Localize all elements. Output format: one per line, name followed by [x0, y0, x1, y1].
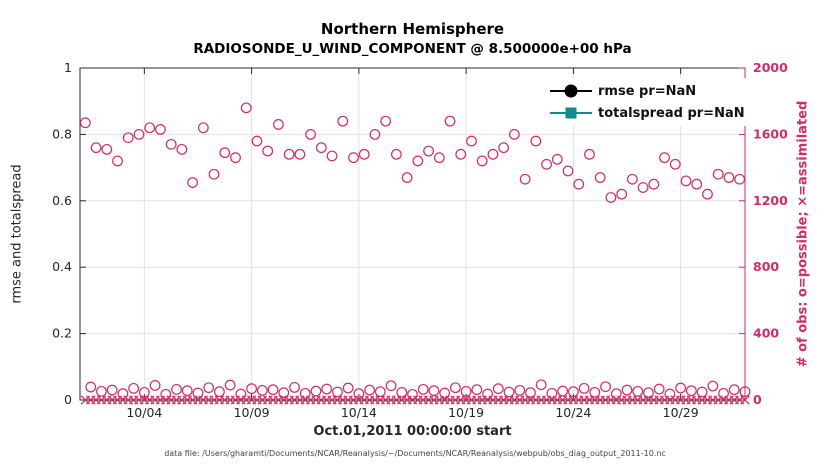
svg-text:0.8: 0.8 — [52, 126, 72, 141]
svg-text:10/19: 10/19 — [448, 405, 484, 420]
data-file-path: data file: /Users/gharamti/Documents/NCA… — [164, 449, 666, 458]
chart-subtitle: RADIOSONDE_U_WIND_COMPONENT @ 8.500000e+… — [193, 41, 632, 57]
legend-label-rmse: rmse pr=NaN — [598, 83, 697, 99]
tick-marks — [80, 67, 745, 401]
svg-text:400: 400 — [753, 326, 779, 341]
left-axis-label: rmse and totalspread — [9, 164, 25, 304]
svg-text:1600: 1600 — [753, 126, 788, 141]
possible-series — [79, 102, 751, 400]
x-axis-label: Oct.01,2011 00:00:00 start — [313, 424, 512, 439]
svg-text:1: 1 — [64, 60, 72, 75]
svg-text:10/29: 10/29 — [663, 405, 699, 420]
svg-text:0.6: 0.6 — [52, 193, 72, 208]
svg-text:10/09: 10/09 — [234, 405, 270, 420]
chart-title: Northern Hemisphere — [320, 20, 505, 38]
svg-text:0.2: 0.2 — [52, 326, 72, 341]
svg-text:2000: 2000 — [753, 60, 788, 75]
svg-text:1200: 1200 — [753, 193, 788, 208]
svg-text:10/14: 10/14 — [341, 405, 377, 420]
totalspread-marker-icon — [550, 107, 592, 119]
tick-labels: 10/04 10/09 10/14 10/19 10/24 10/29 0 0.2 0.4 0.6… — [52, 60, 788, 420]
legend: rmse pr=NaN totalspread pr=NaN — [546, 78, 751, 126]
svg-text:0: 0 — [64, 392, 72, 407]
svg-text:10/24: 10/24 — [555, 405, 591, 420]
legend-item-rmse: rmse pr=NaN — [548, 80, 745, 102]
svg-text:10/04: 10/04 — [126, 405, 162, 420]
legend-item-totalspread: totalspread pr=NaN — [548, 102, 745, 124]
svg-text:0: 0 — [753, 392, 762, 407]
assimilated-series — [80, 395, 750, 405]
svg-text:800: 800 — [753, 259, 779, 274]
right-axis-label: # of obs: o=possible; ×=assimilated — [795, 100, 811, 368]
svg-text:0.4: 0.4 — [52, 259, 72, 274]
legend-label-totalspread: totalspread pr=NaN — [598, 105, 745, 121]
rmse-marker-icon — [550, 84, 592, 98]
